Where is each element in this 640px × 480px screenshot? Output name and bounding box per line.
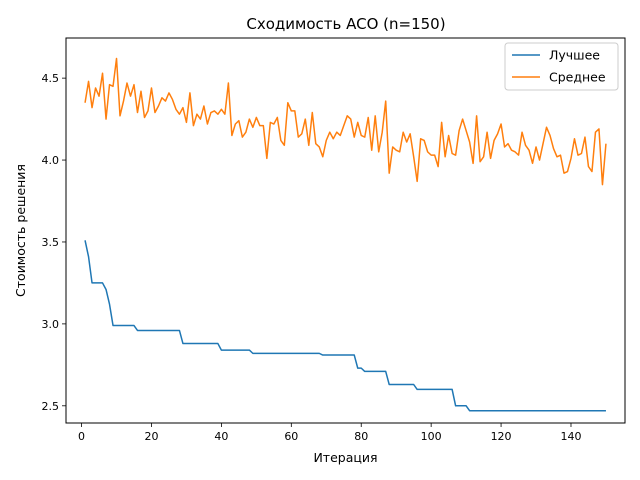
series-layer: [84, 57, 607, 412]
x-tick-label: 140: [560, 430, 581, 443]
x-axis: 0 20 40 60 80 100 120 140: [78, 423, 581, 443]
y-tick-label: 4.5: [42, 72, 60, 85]
y-axis-label: Стоимость решения: [13, 164, 28, 297]
x-tick-label: 80: [354, 430, 368, 443]
y-axis: 2.5 3.0 3.5 4.0 4.5: [42, 72, 66, 413]
x-axis-label: Итерация: [313, 450, 377, 465]
y-tick-label: 2.5: [42, 400, 60, 413]
legend-label: Лучшее: [549, 48, 600, 63]
plot-area-frame: [65, 37, 626, 424]
y-tick-label: 3.0: [42, 318, 60, 331]
series-line-average: [84, 57, 607, 186]
x-tick-label: 0: [78, 430, 85, 443]
x-tick-label: 100: [421, 430, 442, 443]
x-tick-label: 40: [214, 430, 228, 443]
x-tick-label: 120: [491, 430, 512, 443]
y-tick-label: 4.0: [42, 154, 60, 167]
legend: Лучшее Среднее: [504, 42, 619, 91]
x-tick-label: 60: [284, 430, 298, 443]
series-line-best: [84, 240, 606, 412]
y-tick-label: 3.5: [42, 236, 60, 249]
legend-label: Среднее: [549, 70, 606, 85]
x-tick-label: 20: [144, 430, 158, 443]
chart-title: Сходимость ACO (n=150): [246, 15, 445, 33]
